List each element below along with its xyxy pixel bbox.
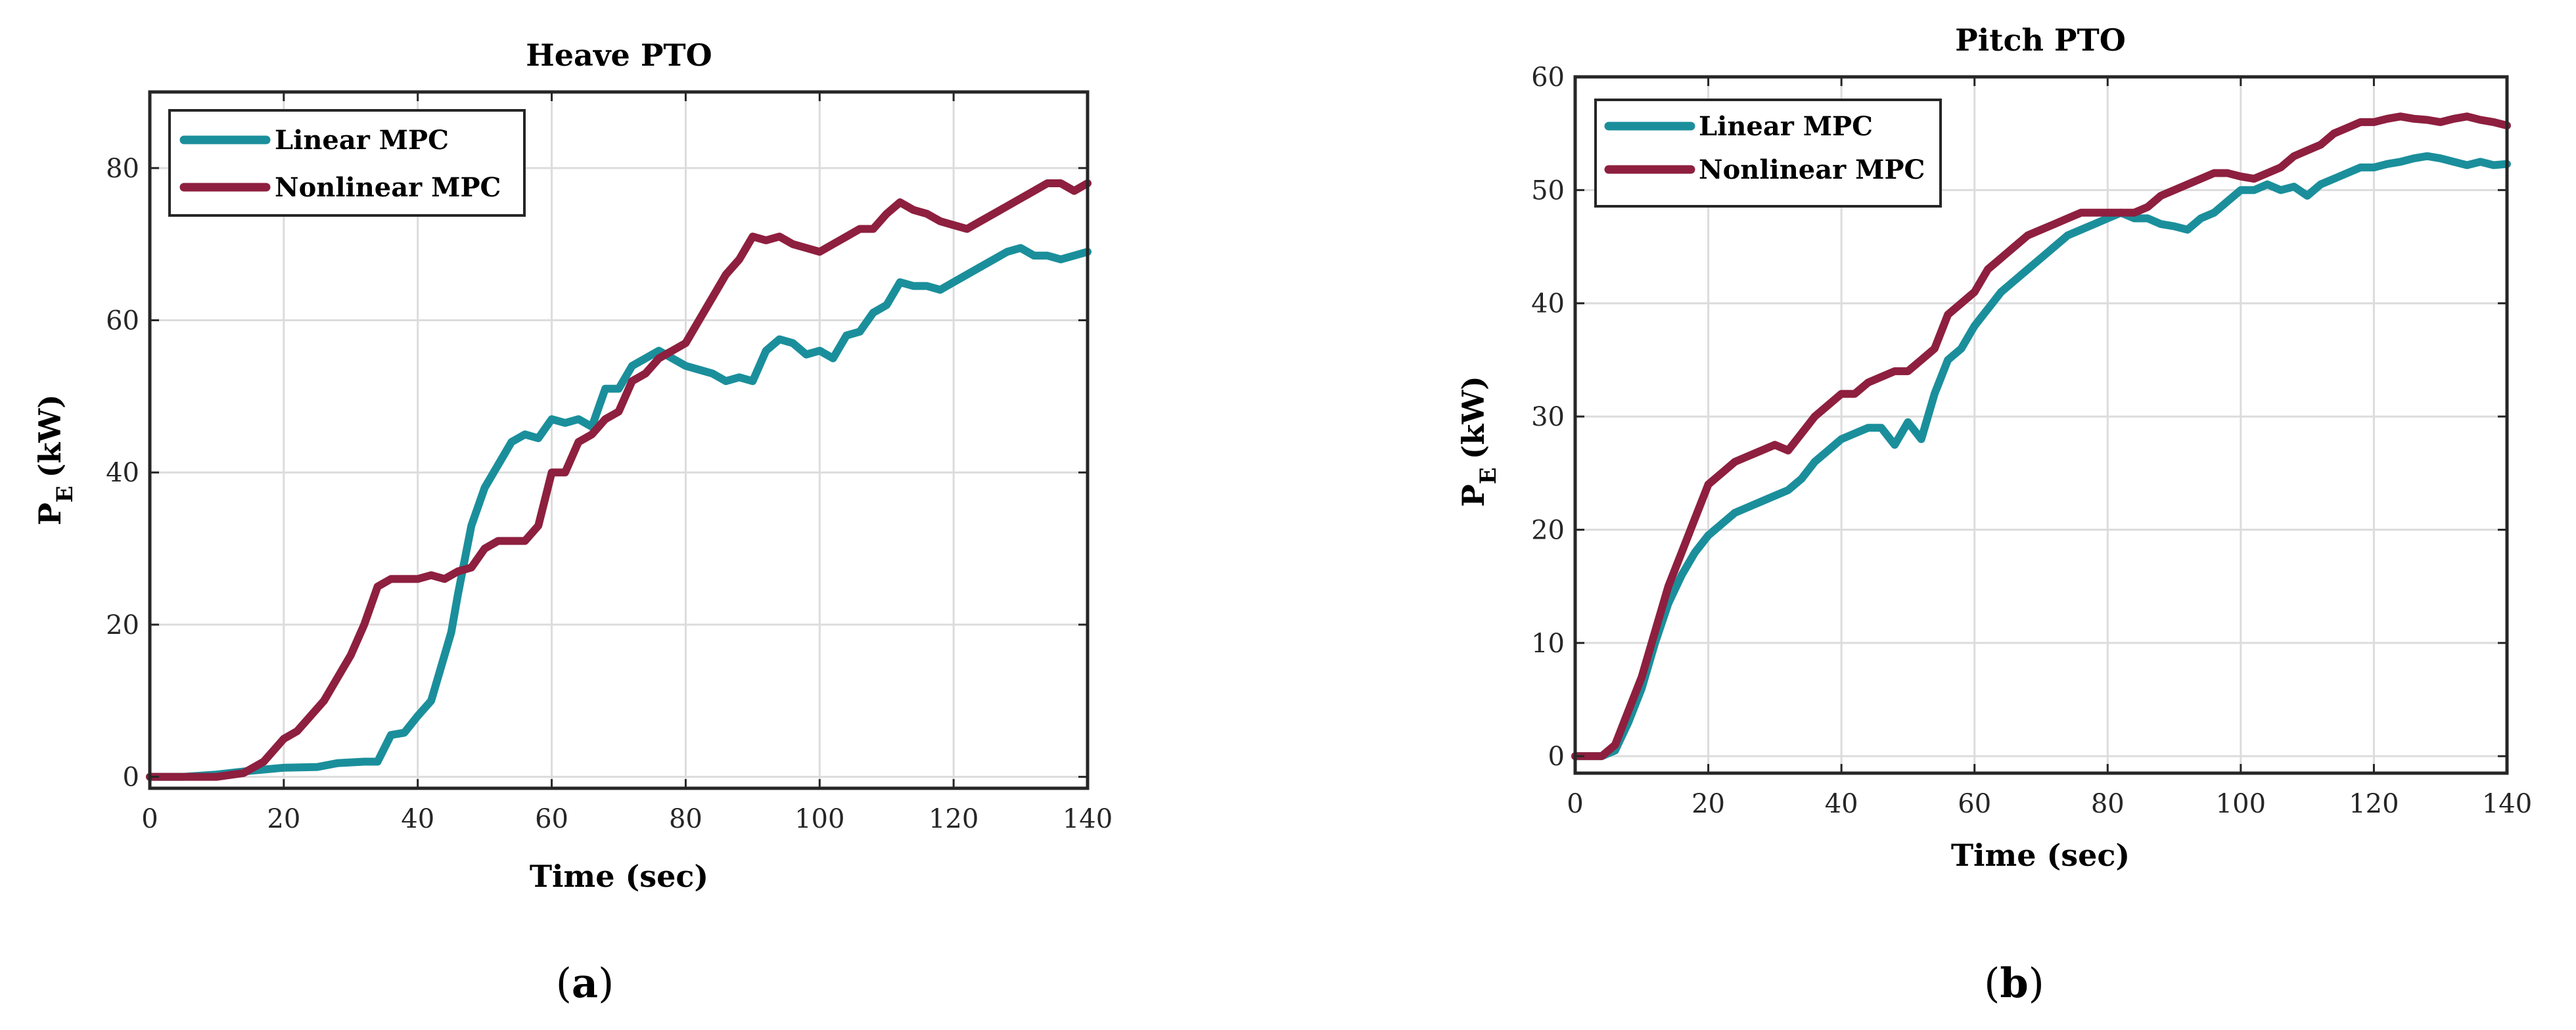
x-tick-label: 140 — [2482, 789, 2532, 819]
legend-label-nonlinear-mpc: Nonlinear MPC — [275, 172, 501, 203]
panel-label-b-suffix: ) — [2029, 959, 2044, 1007]
y-tick-label: 40 — [1531, 289, 1565, 319]
chart-title: Heave PTO — [526, 37, 712, 73]
tick-labels: 0 20 40 60 80 100 120 140 0 20 40 60 80 — [106, 154, 1113, 834]
x-tick-label: 80 — [669, 804, 702, 834]
y-tick-label: 60 — [106, 306, 139, 336]
y-tick-label: 10 — [1531, 629, 1565, 659]
x-tick-label: 140 — [1063, 804, 1113, 834]
series-line-nonlinear-mpc — [146, 179, 1092, 781]
y-tick-label: 40 — [106, 458, 139, 488]
plot-frame — [148, 90, 1090, 790]
x-tick-label: 20 — [267, 804, 300, 834]
x-tick-label: 0 — [1567, 789, 1583, 819]
legend: Linear MPC Nonlinear MPC — [1594, 99, 1942, 208]
x-tick-label: 60 — [1958, 789, 1991, 819]
y-axis-label-unit: (kW) — [32, 394, 68, 478]
x-tick-label: 0 — [141, 804, 158, 834]
panel-label-b: (b) — [1984, 959, 2044, 1007]
y-tick-label: 0 — [123, 763, 139, 793]
y-tick-label: 20 — [106, 610, 139, 640]
x-axis-label: Time (sec) — [530, 859, 708, 894]
chart-title: Pitch PTO — [1955, 22, 2126, 58]
pitch-pto-chart: Pitch PTO 0 20 40 60 80 100 120 140 0 10 20 30 40 50 6… — [1456, 22, 2532, 873]
series-line-linear-mpc — [1571, 152, 2511, 761]
legend: Linear MPC Nonlinear MPC — [168, 109, 526, 217]
panel-label-a-prefix: ( — [556, 959, 572, 1007]
y-axis-label: PE (kW) — [1456, 376, 1502, 507]
x-tick-label: 120 — [2349, 789, 2399, 819]
series-lines — [1571, 112, 2511, 761]
ticks — [149, 92, 1089, 788]
ticks — [1574, 76, 2508, 773]
legend-label-linear-mpc: Linear MPC — [275, 125, 449, 156]
x-tick-label: 120 — [929, 804, 978, 834]
series-line-linear-mpc — [146, 244, 1092, 781]
y-axis-label-main: P — [1456, 484, 1491, 507]
legend-box — [1594, 99, 1942, 208]
tick-labels: 0 20 40 60 80 100 120 140 0 10 20 30 40 50 60 — [1531, 62, 2532, 819]
y-tick-label: 50 — [1531, 175, 1565, 206]
heave-pto-chart: Heave PTO 0 20 40 60 80 100 120 140 0 20 40 60 80 Ti… — [32, 37, 1113, 894]
y-axis-label-sub: E — [1475, 467, 1502, 484]
x-tick-label: 40 — [401, 804, 434, 834]
x-tick-label: 100 — [794, 804, 844, 834]
x-tick-label: 20 — [1691, 789, 1725, 819]
panel-label-b-letter: b — [2000, 959, 2028, 1007]
panel-label-a-suffix: ) — [598, 959, 614, 1007]
series-line-nonlinear-mpc — [1571, 112, 2511, 761]
legend-label-nonlinear-mpc: Nonlinear MPC — [1699, 154, 1925, 185]
y-tick-label: 30 — [1531, 402, 1565, 432]
x-tick-label: 80 — [2091, 789, 2125, 819]
y-axis-label-main: P — [32, 503, 68, 526]
y-axis-label: PE (kW) — [32, 394, 78, 526]
panel-label-b-prefix: ( — [1984, 959, 2000, 1007]
x-tick-label: 40 — [1825, 789, 1858, 819]
legend-box — [168, 109, 526, 217]
y-axis-label-sub: E — [52, 485, 78, 503]
y-tick-label: 80 — [106, 154, 139, 184]
y-tick-label: 0 — [1548, 742, 1565, 772]
panel-label-a: (a) — [556, 959, 614, 1007]
legend-label-linear-mpc: Linear MPC — [1699, 111, 1873, 142]
plot-frame — [1573, 75, 2509, 775]
y-axis-label-unit: (kW) — [1456, 376, 1491, 459]
x-axis-label: Time (sec) — [1951, 838, 2130, 873]
x-tick-label: 100 — [2216, 789, 2266, 819]
series-lines — [146, 179, 1092, 781]
panel-label-a-letter: a — [572, 959, 598, 1007]
y-tick-label: 20 — [1531, 515, 1565, 545]
y-tick-label: 60 — [1531, 62, 1565, 93]
x-tick-label: 60 — [535, 804, 568, 834]
